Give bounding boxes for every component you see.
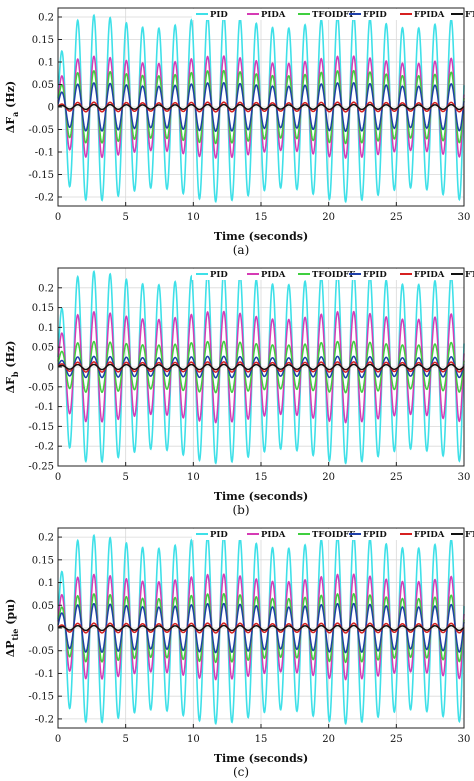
- y-axis-label-sub: tie: [10, 629, 20, 641]
- y-tick-label: 0.15: [32, 303, 54, 314]
- legend-label-ftfoidff: FTFOIDFF: [465, 530, 474, 540]
- legend: PID PIDA TFOIDFF FPID FPIDA FTFOIDFF: [192, 9, 474, 20]
- x-tick-label: 0: [55, 734, 61, 745]
- y-tick-label: 0.05: [32, 80, 54, 91]
- y-tick-label: -0.05: [28, 382, 54, 393]
- y-axis-label-main: ΔP: [4, 640, 17, 657]
- y-tick-label: -0.05: [28, 125, 54, 136]
- chart-panel-b: 0 5 10 15 20 25 30 -0.25 -0.2 -0.15 -0.1 -0.05 0 0.05…: [0, 260, 474, 520]
- x-tick-label: 15: [255, 212, 268, 223]
- x-tick-label: 5: [122, 734, 128, 745]
- y-tick-label: 0.15: [32, 35, 54, 46]
- x-tick-label: 10: [187, 212, 200, 223]
- x-tick-label: 25: [390, 212, 403, 223]
- legend-label-fpid: FPID: [363, 10, 387, 20]
- y-tick-label: 0.1: [38, 323, 54, 334]
- y-tick-label: -0.1: [35, 148, 54, 159]
- y-axis-label-main: ΔF: [4, 377, 17, 394]
- legend-label-fpida: FPIDA: [414, 270, 445, 280]
- y-axis-label: ΔPtie (pu): [4, 599, 20, 658]
- y-tick-label: 0: [48, 624, 54, 635]
- x-tick-label: 25: [390, 472, 403, 483]
- panel-caption: (c): [233, 765, 249, 779]
- legend-label-tfoidff: TFOIDFF: [312, 10, 355, 20]
- x-tick-label: 0: [55, 212, 61, 223]
- y-tick-label: -0.1: [35, 402, 54, 413]
- y-tick-label: -0.2: [35, 442, 54, 453]
- x-tick-label: 15: [255, 472, 268, 483]
- x-tick-label: 20: [322, 734, 335, 745]
- x-tick-label: 0: [55, 472, 61, 483]
- legend-label-pida: PIDA: [261, 10, 286, 20]
- legend-label-pid: PID: [210, 10, 228, 20]
- y-tick-label: -0.1: [35, 669, 54, 680]
- legend: PID PIDA TFOIDFF FPID FPIDA FTFOIDFF: [192, 269, 474, 280]
- chart-panel-a: 0 5 10 15 20 25 30 -0.2 -0.15 -0.1 -0.05 0 0.05 0.1 0.…: [0, 0, 474, 260]
- y-tick-label: 0.15: [32, 555, 54, 566]
- x-tick-label: 5: [122, 472, 128, 483]
- x-tick-label: 5: [122, 212, 128, 223]
- y-axis-label-unit: (pu): [4, 599, 17, 629]
- legend-label-pida: PIDA: [261, 270, 286, 280]
- x-tick-label: 25: [390, 734, 403, 745]
- x-tick-label: 20: [322, 212, 335, 223]
- legend-label-pid: PID: [210, 530, 228, 540]
- x-tick-label: 15: [255, 734, 268, 745]
- y-tick-label: -0.15: [28, 422, 54, 433]
- legend-label-fpida: FPIDA: [414, 530, 445, 540]
- legend-label-ftfoidff: FTFOIDFF: [465, 270, 474, 280]
- y-tick-label: -0.05: [28, 646, 54, 657]
- legend-label-tfoidff: TFOIDFF: [312, 270, 355, 280]
- legend-label-pida: PIDA: [261, 530, 286, 540]
- x-tick-label: 30: [458, 734, 471, 745]
- y-axis-label-unit: (Hz): [4, 341, 17, 372]
- legend-label-fpid: FPID: [363, 270, 387, 280]
- y-tick-label: 0.1: [38, 58, 54, 69]
- y-tick-label: 0: [48, 103, 54, 114]
- y-tick-label: 0.05: [32, 601, 54, 612]
- legend-label-fpida: FPIDA: [414, 10, 445, 20]
- y-tick-label: 0.2: [38, 283, 54, 294]
- y-axis-label-unit: (Hz): [4, 81, 17, 112]
- y-axis-label-main: ΔF: [4, 117, 17, 134]
- y-tick-label: -0.15: [28, 170, 54, 181]
- y-tick-label: 0.05: [32, 343, 54, 354]
- y-tick-label: 0.2: [38, 13, 54, 24]
- x-axis-label: Time (seconds): [214, 752, 308, 765]
- x-tick-label: 10: [187, 472, 200, 483]
- x-axis-label: Time (seconds): [214, 230, 308, 243]
- x-tick-label: 30: [458, 472, 471, 483]
- y-tick-label: 0: [48, 363, 54, 374]
- y-tick-label: -0.25: [28, 462, 54, 473]
- legend: PID PIDA TFOIDFF FPID FPIDA FTFOIDFF: [192, 529, 474, 540]
- x-axis-label: Time (seconds): [214, 490, 308, 503]
- x-tick-label: 30: [458, 212, 471, 223]
- x-tick-label: 20: [322, 472, 335, 483]
- y-tick-label: -0.15: [28, 692, 54, 703]
- y-axis-label: ΔFa (Hz): [4, 81, 20, 133]
- y-axis-label: ΔFb (Hz): [4, 341, 20, 394]
- y-tick-label: 0.2: [38, 533, 54, 544]
- chart-panel-c: 0 5 10 15 20 25 30 -0.2 -0.15 -0.1 -0.05 0 0.05 0.1 0.…: [0, 520, 474, 781]
- panel-caption: (a): [233, 243, 250, 257]
- panel-caption: (b): [232, 503, 249, 517]
- legend-label-ftfoidff: FTFOIDFF: [465, 10, 474, 20]
- y-tick-label: -0.2: [35, 714, 54, 725]
- legend-label-pid: PID: [210, 270, 228, 280]
- x-tick-label: 10: [187, 734, 200, 745]
- legend-label-fpid: FPID: [363, 530, 387, 540]
- legend-label-tfoidff: TFOIDFF: [312, 530, 355, 540]
- y-tick-label: 0.1: [38, 578, 54, 589]
- y-tick-label: -0.2: [35, 193, 54, 204]
